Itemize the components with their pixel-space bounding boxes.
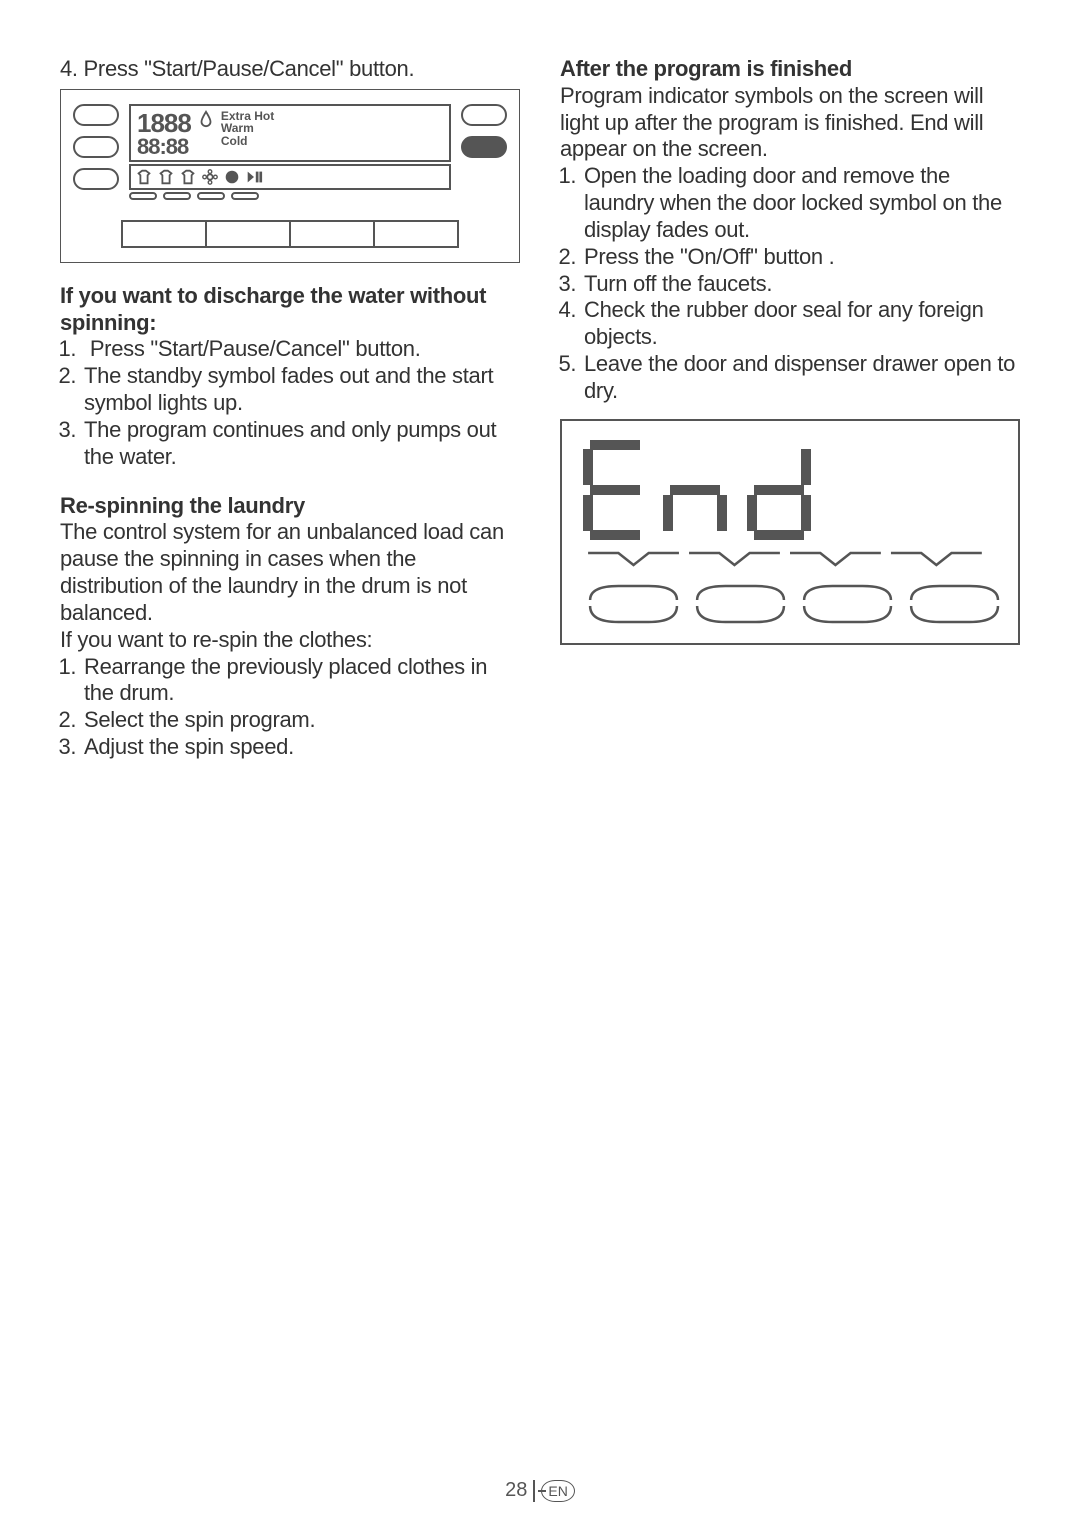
respin-heading: Re-spinning the laundry — [60, 493, 520, 520]
two-column-layout: 4. Press "Start/Pause/Cancel" button. 18… — [60, 56, 1020, 761]
play-pause-icon — [245, 168, 263, 186]
pill-pairs — [578, 582, 1002, 626]
lcd-icon-row — [129, 164, 451, 190]
temperature-labels: Extra Hot Warm Cold — [221, 110, 274, 148]
lcd-screen: 1888 88:88 Extra Hot Warm Cold — [129, 104, 451, 162]
discharge-item-2: The standby symbol fades out and the sta… — [82, 363, 520, 417]
after-finished-list: Open the loading door and remove the lau… — [560, 163, 1020, 404]
mini-pill — [129, 192, 157, 200]
discharge-item-1-text: Press "Start/Pause/Cancel" button. — [90, 336, 421, 361]
mini-pill — [163, 192, 191, 200]
respin-intro: The control system for an unbalanced loa… — [60, 519, 520, 626]
drawer-segment — [375, 222, 457, 246]
lcd-top-digits: 1888 — [137, 110, 191, 136]
discharge-item-1: Press "Start/Pause/Cancel" button. — [82, 336, 520, 363]
button-pill — [461, 104, 507, 126]
page: 4. Press "Start/Pause/Cancel" button. 18… — [0, 0, 1080, 1532]
dispenser-drawer — [121, 220, 459, 248]
drawer-segment — [291, 222, 375, 246]
button-pill-highlighted — [461, 136, 507, 158]
lcd-bottom-digits: 88:88 — [137, 136, 191, 158]
lcd-wrapper: 1888 88:88 Extra Hot Warm Cold — [129, 104, 451, 200]
after-finished-heading: After the program is finished — [560, 56, 1020, 83]
after-item-3: Turn off the faucets. — [582, 271, 1020, 298]
lcd-digits-block: 1888 88:88 — [137, 110, 191, 158]
end-segment-row — [578, 435, 1002, 545]
footer-divider — [533, 1480, 535, 1502]
left-button-column — [73, 104, 119, 190]
mini-pill — [231, 192, 259, 200]
under-icon-pills — [129, 192, 451, 200]
end-seven-segment — [578, 435, 838, 545]
language-badge: EN — [541, 1480, 574, 1502]
after-item-4: Check the rubber door seal for any forei… — [582, 297, 1020, 351]
left-column: 4. Press "Start/Pause/Cancel" button. 18… — [60, 56, 520, 761]
after-finished-intro: Program indicator symbols on the screen … — [560, 83, 1020, 163]
shirt-icon — [135, 168, 153, 186]
after-item-5: Leave the door and dispenser drawer open… — [582, 351, 1020, 405]
drawer-segment — [207, 222, 291, 246]
respin-item-2: Select the spin program. — [82, 707, 520, 734]
right-button-column — [461, 104, 507, 158]
panel-bottom-row — [61, 210, 519, 262]
mini-pill — [197, 192, 225, 200]
control-panel-figure: 1888 88:88 Extra Hot Warm Cold — [60, 89, 520, 263]
discharge-list: Press "Start/Pause/Cancel" button. The s… — [60, 336, 520, 470]
temp-cold: Cold — [221, 135, 248, 148]
page-number: 28 — [505, 1479, 527, 1502]
respin-lead: If you want to re-spin the clothes: — [60, 627, 520, 654]
right-column: After the program is finished Program in… — [560, 56, 1020, 761]
step-4-text: 4. Press "Start/Pause/Cancel" button. — [60, 56, 520, 83]
after-item-2: Press the "On/Off" button . — [582, 244, 1020, 271]
respin-item-3: Adjust the spin speed. — [82, 734, 520, 761]
water-drop-icon — [197, 110, 215, 128]
after-item-1: Open the loading door and remove the lau… — [582, 163, 1020, 243]
page-footer: 28 EN — [0, 1479, 1080, 1502]
flower-icon — [201, 168, 219, 186]
lcd-right-block: Extra Hot Warm Cold — [197, 110, 443, 148]
circle-filled-icon — [223, 168, 241, 186]
respin-list: Rearrange the previously placed clothes … — [60, 654, 520, 761]
button-pill — [73, 136, 119, 158]
panel-top-row: 1888 88:88 Extra Hot Warm Cold — [61, 90, 519, 210]
discharge-heading: If you want to discharge the water witho… — [60, 283, 520, 337]
discharge-item-3: The program continues and only pumps out… — [82, 417, 520, 471]
respin-item-1: Rearrange the previously placed clothes … — [82, 654, 520, 708]
shirt-icon — [157, 168, 175, 186]
drawer-segment — [123, 222, 207, 246]
tick-row — [578, 551, 1002, 571]
shirt-icon — [179, 168, 197, 186]
end-display-figure — [560, 419, 1020, 645]
button-pill — [73, 104, 119, 126]
button-pill — [73, 168, 119, 190]
